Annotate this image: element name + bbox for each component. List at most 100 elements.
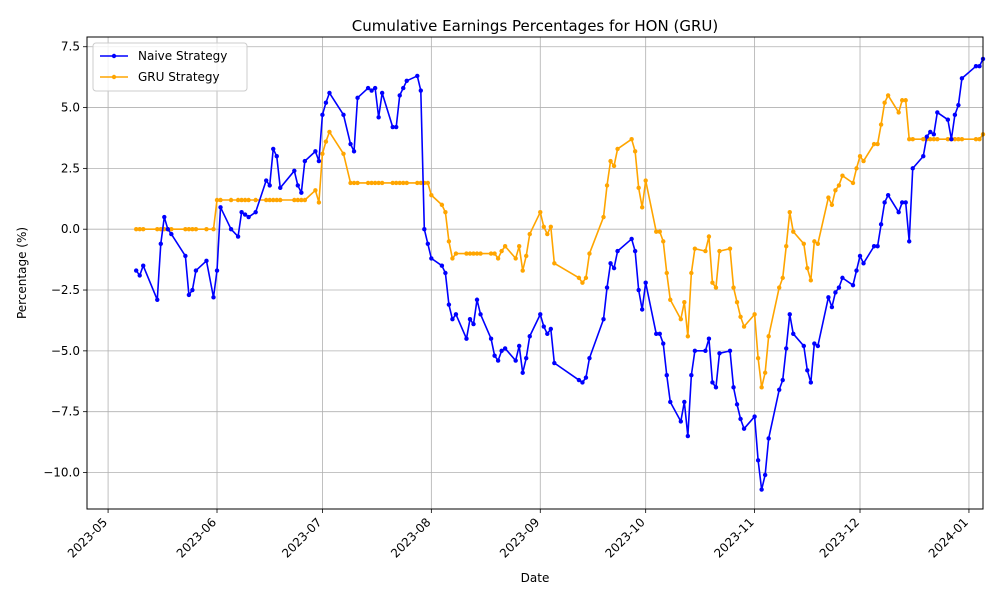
data-point-naive bbox=[478, 312, 483, 317]
data-point-naive bbox=[376, 115, 381, 120]
data-point-gru bbox=[910, 136, 915, 142]
data-point-gru bbox=[355, 180, 360, 186]
data-point-naive bbox=[717, 351, 722, 356]
data-point-gru bbox=[601, 214, 606, 220]
data-point-naive bbox=[295, 183, 301, 188]
data-point-gru bbox=[320, 151, 325, 156]
data-point-naive bbox=[214, 268, 220, 273]
data-point-gru bbox=[313, 188, 318, 193]
data-point-naive bbox=[812, 341, 817, 346]
data-point-naive bbox=[713, 385, 719, 390]
data-point-gru bbox=[235, 197, 241, 203]
data-point-naive bbox=[611, 265, 617, 271]
data-point-gru bbox=[973, 136, 979, 142]
data-point-naive bbox=[239, 209, 244, 215]
data-point-naive bbox=[931, 132, 937, 137]
data-point-naive bbox=[787, 312, 792, 317]
data-point-gru bbox=[826, 195, 831, 200]
data-point-naive bbox=[302, 158, 308, 164]
data-point-gru bbox=[369, 180, 374, 186]
data-point-naive bbox=[639, 307, 645, 312]
data-point-naive bbox=[654, 331, 659, 337]
data-point-gru bbox=[791, 229, 796, 234]
data-point-gru bbox=[734, 300, 740, 305]
data-point-naive bbox=[204, 258, 209, 264]
data-point-gru bbox=[928, 136, 933, 142]
data-point-naive bbox=[731, 385, 736, 390]
data-point-gru bbox=[921, 136, 926, 142]
data-point-gru bbox=[829, 202, 835, 208]
data-point-gru bbox=[871, 141, 877, 147]
data-point-gru bbox=[654, 229, 659, 234]
data-point-naive bbox=[664, 372, 669, 378]
data-point-naive bbox=[141, 263, 146, 268]
data-point-gru bbox=[840, 173, 845, 178]
data-point-gru bbox=[713, 285, 719, 290]
data-point-gru bbox=[808, 278, 814, 283]
data-point-naive bbox=[861, 261, 866, 266]
data-point-gru bbox=[639, 205, 645, 210]
data-point-gru bbox=[801, 241, 806, 246]
data-point-gru bbox=[516, 244, 522, 249]
data-point-naive bbox=[632, 248, 638, 254]
data-point-gru bbox=[668, 297, 673, 302]
chart-title: Cumulative Earnings Percentages for HON … bbox=[352, 17, 718, 35]
data-point-naive bbox=[351, 149, 357, 154]
data-point-gru bbox=[878, 122, 884, 127]
data-point-gru bbox=[580, 280, 585, 285]
data-point-naive bbox=[133, 268, 139, 273]
data-point-gru bbox=[397, 180, 402, 186]
data-point-gru bbox=[246, 197, 251, 203]
data-point-naive bbox=[661, 341, 666, 346]
data-point-gru bbox=[629, 136, 634, 142]
data-point-naive bbox=[815, 343, 821, 349]
data-point-naive bbox=[959, 76, 965, 81]
legend: Naive Strategy GRU Strategy bbox=[92, 42, 248, 92]
y-tick-label: 0.0 bbox=[61, 222, 80, 236]
data-point-naive bbox=[513, 358, 518, 363]
data-point-naive bbox=[956, 102, 961, 108]
y-tick-label: 7.5 bbox=[61, 40, 80, 54]
y-tick-label: 5.0 bbox=[61, 101, 80, 115]
y-tick-label: −7.5 bbox=[51, 405, 80, 419]
data-point-naive bbox=[467, 317, 473, 322]
data-point-naive bbox=[784, 346, 789, 351]
data-point-gru bbox=[959, 136, 965, 142]
data-point-naive bbox=[218, 205, 223, 210]
data-point-naive bbox=[580, 380, 585, 385]
data-point-gru bbox=[815, 241, 821, 246]
data-point-naive bbox=[372, 85, 378, 91]
data-point-naive bbox=[755, 458, 761, 463]
data-point-naive bbox=[952, 112, 958, 118]
data-point-gru bbox=[323, 139, 329, 144]
legend-label-naive: Naive Strategy bbox=[138, 49, 227, 63]
data-point-gru bbox=[439, 202, 445, 208]
data-point-naive bbox=[538, 312, 543, 317]
plot-frame bbox=[86, 36, 984, 510]
data-point-gru bbox=[372, 180, 378, 186]
data-point-naive bbox=[190, 287, 195, 293]
data-point-naive bbox=[165, 227, 171, 232]
data-point-naive bbox=[453, 312, 459, 317]
data-point-naive bbox=[548, 326, 554, 332]
data-point-gru bbox=[657, 229, 662, 234]
data-point-gru bbox=[931, 136, 937, 142]
data-point-gru bbox=[682, 300, 687, 305]
data-point-naive bbox=[492, 353, 497, 358]
data-point-naive bbox=[896, 209, 901, 215]
data-point-naive bbox=[246, 214, 251, 220]
data-point-gru bbox=[710, 280, 715, 285]
data-point-gru bbox=[787, 209, 792, 215]
data-point-gru bbox=[502, 244, 508, 249]
data-point-naive bbox=[169, 231, 174, 237]
data-point-gru bbox=[935, 136, 940, 142]
data-point-naive bbox=[924, 134, 929, 139]
data-point-gru bbox=[552, 261, 557, 266]
data-point-naive bbox=[401, 85, 406, 91]
data-point-naive bbox=[397, 93, 402, 98]
data-point-gru bbox=[390, 180, 395, 186]
data-point-naive bbox=[242, 212, 248, 217]
data-point-gru bbox=[784, 244, 789, 249]
data-point-gru bbox=[453, 251, 459, 256]
series-layer bbox=[133, 56, 986, 492]
